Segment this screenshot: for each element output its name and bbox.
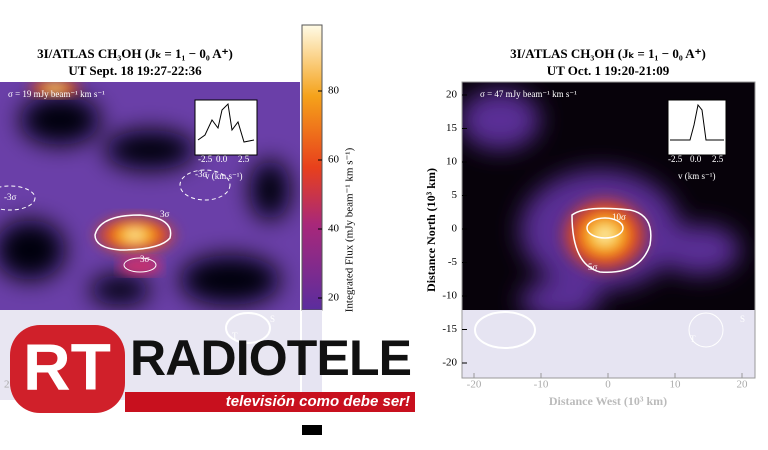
y-tick-label: -20 — [442, 357, 457, 369]
contour-label: -3σ — [195, 169, 207, 179]
direction: T — [232, 331, 238, 341]
x-axis-label: Distance West (10³ km) — [549, 394, 667, 408]
colorbar-tick-label: 80 — [328, 85, 340, 97]
direction: S — [270, 314, 275, 324]
y-axis-label: Distance North (10³ km) — [424, 168, 438, 292]
inset-tick: -2.5 — [198, 154, 213, 164]
colorbar — [301, 24, 323, 311]
watermark: RT RADIOTELE televisión como debe ser! — [10, 325, 415, 413]
date: UT Oct. 1 19:20-21:09 — [547, 63, 670, 78]
logo: RT — [23, 329, 111, 403]
x-tick-label: 10 — [670, 379, 682, 391]
y-tick-label: 0 — [452, 223, 458, 235]
colorbar-label: Integrated Flux (mJy beam⁻¹ km s⁻¹) — [344, 147, 356, 312]
inset-tick: 0.0 — [216, 154, 228, 164]
inset-label: v (km s⁻¹) — [678, 171, 715, 181]
compass — [688, 312, 724, 348]
inset-tick: 0.0 — [690, 154, 702, 164]
y-tick-label: -15 — [442, 323, 457, 335]
y-tick-label: 10 — [446, 156, 458, 168]
colorbar-end — [302, 425, 322, 435]
inset-label: v (km s⁻¹) — [205, 171, 242, 181]
x-tick-label: 20 — [4, 379, 16, 391]
inset-tick: 2.5 — [238, 154, 250, 164]
colorbar-washed — [302, 310, 322, 405]
inset-tick: 2.5 — [712, 154, 724, 164]
inset-tick: -2.5 — [668, 154, 683, 164]
y-tick-label: 5 — [452, 189, 458, 201]
contour-label: 5σ — [588, 262, 598, 272]
y-tick-label: -5 — [448, 256, 458, 268]
contour-label: 3σ — [140, 254, 150, 264]
y-tick-label: 20 — [446, 89, 458, 101]
x-tick-label: -10 — [534, 379, 549, 391]
washed-region — [462, 310, 755, 378]
x-tick-label: 20 — [737, 379, 749, 391]
beam — [474, 311, 536, 349]
contour-label: 10σ — [612, 212, 626, 222]
x-tick-label: -20 — [467, 379, 482, 391]
beam — [225, 312, 271, 344]
direction: S — [740, 314, 745, 324]
direction: T — [690, 334, 696, 344]
y-tick-label: -10 — [442, 290, 457, 302]
brand: RADIOTELE — [130, 330, 412, 386]
slogan: televisión como debe ser! — [226, 393, 410, 410]
left-map — [0, 82, 300, 310]
right-map — [462, 82, 755, 310]
title: 3I/ATLAS CH₃OH (Jₖ = 1₁ − 0₀ A⁺) — [37, 46, 233, 61]
sigma: σ = 19 mJy beam⁻¹ km s⁻¹ — [8, 89, 105, 99]
title: 3I/ATLAS CH₃OH (Jₖ = 1₁ − 0₀ A⁺) — [510, 46, 706, 61]
colorbar-tick-label: 60 — [328, 154, 340, 166]
contour-label: -3σ — [4, 192, 16, 202]
logo-badge — [10, 325, 125, 413]
contour-label: 3σ — [160, 209, 170, 219]
date: UT Sept. 18 19:27-22:36 — [68, 63, 202, 78]
y-tick-label: 15 — [446, 122, 458, 134]
colorbar-tick-label: 40 — [328, 223, 340, 235]
colorbar-tick-label: 20 — [328, 292, 340, 304]
sigma: σ = 47 mJy beam⁻¹ km s⁻¹ — [480, 89, 577, 99]
slogan-bar — [125, 392, 415, 412]
x-tick-label: 0 — [605, 379, 611, 391]
